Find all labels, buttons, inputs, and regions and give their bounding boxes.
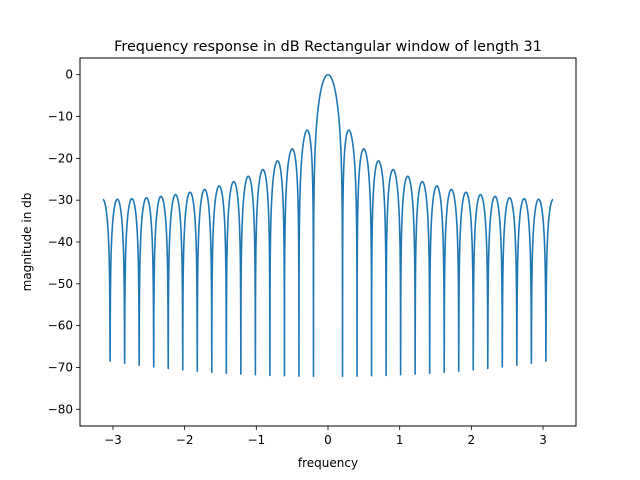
x-tick-label: −2 bbox=[176, 433, 194, 447]
y-tick-label: −50 bbox=[48, 277, 73, 291]
chart-title: Frequency response in dB Rectangular win… bbox=[114, 39, 542, 55]
y-axis-label: magnitude in db bbox=[20, 193, 34, 292]
x-tick-label: 1 bbox=[396, 433, 404, 447]
y-tick-label: −20 bbox=[48, 151, 73, 165]
x-tick-label: 2 bbox=[468, 433, 476, 447]
x-ticks: −3 −2 −1 0 1 2 3 bbox=[104, 426, 547, 447]
y-tick-label: −70 bbox=[48, 360, 73, 374]
x-tick-label: −3 bbox=[104, 433, 122, 447]
y-tick-label: −60 bbox=[48, 319, 73, 333]
x-tick-label: −1 bbox=[247, 433, 265, 447]
x-axis-label: frequency bbox=[298, 456, 358, 470]
series-line bbox=[102, 73, 554, 378]
y-tick-label: 0 bbox=[65, 68, 73, 82]
y-tick-label: −30 bbox=[48, 193, 73, 207]
y-tick-label: −10 bbox=[48, 110, 73, 124]
x-tick-label: 0 bbox=[324, 433, 332, 447]
x-tick-label: 3 bbox=[539, 433, 547, 447]
plot-background bbox=[80, 58, 576, 426]
y-tick-label: −40 bbox=[48, 235, 73, 249]
y-tick-label: −80 bbox=[48, 402, 73, 416]
plot-area bbox=[79, 57, 577, 427]
y-ticks: 0 −10 −20 −30 −40 −50 −60 −70 −80 bbox=[48, 68, 80, 416]
